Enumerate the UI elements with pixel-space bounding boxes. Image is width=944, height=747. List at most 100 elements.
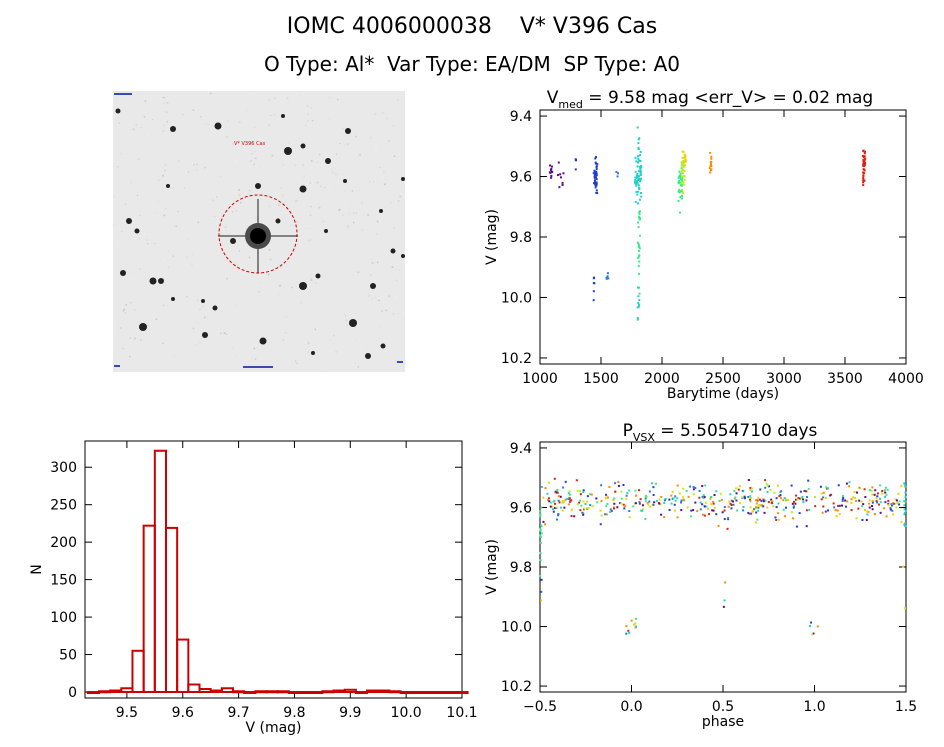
lc-point [637,186,640,189]
lc-point [862,164,865,167]
phased-point [688,485,691,488]
histogram-bar [276,690,290,694]
phased-point [738,485,741,488]
phased-point [569,500,572,503]
phased-point [652,503,655,506]
noise-dot [379,166,381,169]
phased-point [832,502,835,505]
lc-point [637,147,640,150]
phased-point [555,507,558,510]
field-star [149,277,157,285]
phased-point [822,496,825,499]
noise-dot [203,159,206,161]
lc-point [863,165,866,168]
phased-point [605,494,608,497]
lc-point [684,159,687,162]
noise-dot [191,162,194,165]
noise-dot [120,230,123,233]
phased-point [871,493,874,496]
lc-point [682,150,685,153]
lc-point [592,281,595,284]
lc-point [636,174,639,177]
y-tick-label: 10.0 [501,290,532,306]
lc-point [863,155,866,158]
phased-point [868,489,871,492]
lc-point [682,175,685,178]
phased-point [582,508,585,511]
x-tick-label: 9.9 [339,705,361,721]
phased-point [784,506,787,509]
phased-point [628,631,631,634]
noise-dot [392,313,395,315]
lc-point [709,162,712,165]
lc-point [634,170,637,173]
phased-point [539,515,542,518]
phased-point [862,503,865,506]
phased-point [810,621,813,624]
phased-point [663,499,666,502]
phased-point [769,489,772,492]
phased-point [674,499,677,502]
phased-point [634,502,637,505]
noise-dot [245,335,247,337]
noise-dot [237,297,240,299]
phased-point [871,508,874,511]
noise-dot [353,361,356,364]
phased-point [673,503,676,506]
noise-dot [194,312,197,315]
lc-point [594,183,597,186]
phased-point [683,499,686,502]
phased-point [646,502,649,505]
lc-point [595,162,598,165]
lc-point [863,160,866,163]
noise-dot [335,350,338,353]
noise-dot [393,155,396,158]
lc-point [677,199,680,202]
noise-dot [157,200,160,203]
histogram-bar [86,691,100,695]
noise-dot [192,362,195,364]
phased-point [748,512,751,515]
phased-point [764,486,767,489]
lc-point [551,170,554,173]
noise-dot [354,150,357,153]
phased-point [634,626,637,629]
phased-point [742,505,745,508]
noise-dot [268,205,271,208]
lc-point [710,168,713,171]
noise-dot [355,135,358,138]
lc-point [681,172,684,175]
sky-corner-mark-bl [114,365,120,367]
noise-dot [316,161,319,164]
phased-point [721,511,724,514]
phased-point [614,490,617,493]
lc-point [595,189,598,192]
phased-point [749,486,752,489]
lc-point [678,174,681,177]
lc-point [639,171,642,174]
phased-point [722,605,725,608]
field-star [202,332,208,338]
noise-dot [197,221,200,224]
noise-dot [321,223,324,226]
phased-point [890,503,893,506]
phased-point [627,629,630,632]
phased-point [584,502,587,505]
histogram-bar [287,691,302,695]
phased-point [719,492,722,495]
noise-dot [379,170,382,173]
phased-point [747,479,750,482]
histogram-bar [243,691,257,695]
phased-point [600,484,603,487]
noise-dot [334,189,336,191]
noise-dot [310,205,312,208]
phased-point [682,496,685,499]
noise-dot [122,310,125,312]
phased-point [595,497,598,500]
lc-point [561,183,564,186]
phased-point [539,529,542,532]
phased-point [644,500,647,503]
phased-point [786,499,789,502]
noise-dot [138,267,141,270]
noise-dot [241,361,244,363]
